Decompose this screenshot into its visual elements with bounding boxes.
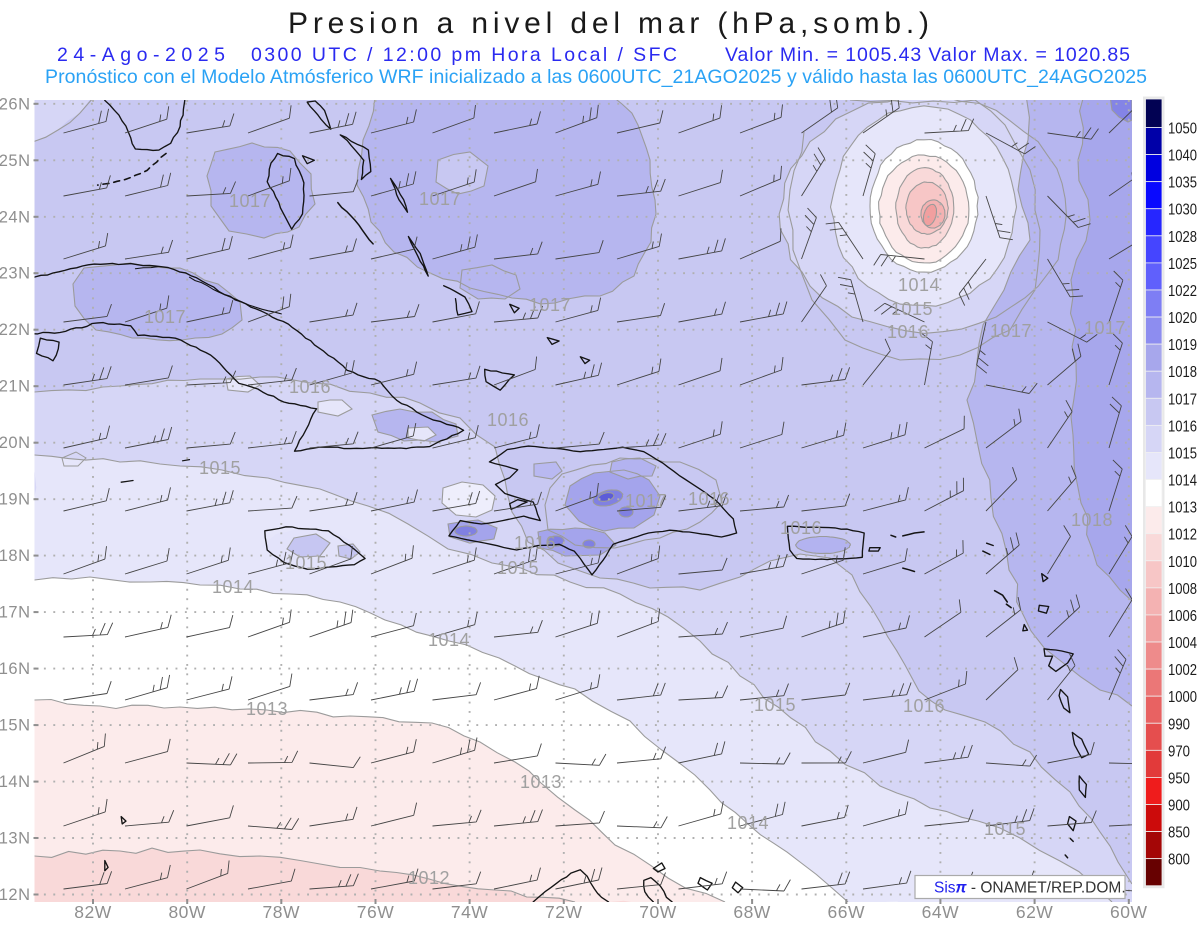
svg-text:68W: 68W: [733, 902, 770, 922]
svg-text:1017: 1017: [990, 321, 1032, 341]
svg-text:1017: 1017: [1168, 391, 1197, 408]
svg-text:1016: 1016: [903, 696, 945, 716]
svg-text:1016: 1016: [780, 518, 822, 538]
svg-text:1000: 1000: [1168, 689, 1197, 706]
svg-text:1012: 1012: [408, 868, 450, 888]
svg-text:1016: 1016: [887, 322, 929, 342]
svg-text:1017: 1017: [529, 295, 571, 315]
svg-text:1022: 1022: [1168, 283, 1197, 300]
svg-text:70W: 70W: [639, 902, 676, 922]
svg-text:26N: 26N: [0, 95, 31, 113]
svg-text:78W: 78W: [263, 902, 300, 922]
svg-text:Valor Min. = 1005.43 Valor Ma: Valor Min. = 1005.43 Valor Max. = 1020.8…: [725, 44, 1130, 66]
svg-text:1006: 1006: [1168, 608, 1197, 625]
svg-text:18N: 18N: [0, 547, 31, 565]
svg-text:22N: 22N: [0, 321, 31, 339]
svg-text:76W: 76W: [357, 902, 394, 922]
svg-text:1013: 1013: [520, 772, 562, 792]
svg-text:850: 850: [1168, 825, 1190, 842]
svg-text:21N: 21N: [0, 378, 31, 396]
svg-text:72W: 72W: [545, 902, 582, 922]
svg-text:1015: 1015: [285, 553, 327, 573]
svg-text:1014: 1014: [428, 630, 470, 650]
svg-text:990: 990: [1168, 716, 1190, 733]
svg-text:16N: 16N: [0, 660, 31, 678]
svg-text:24N: 24N: [0, 208, 31, 226]
svg-text:1019: 1019: [1168, 337, 1197, 354]
svg-text:950: 950: [1168, 770, 1190, 787]
svg-text:970: 970: [1168, 743, 1190, 760]
svg-text:1017: 1017: [419, 189, 461, 209]
svg-text:1016: 1016: [1168, 418, 1197, 435]
svg-text:1014: 1014: [898, 275, 940, 295]
svg-text:12N: 12N: [0, 886, 31, 904]
svg-text:1013: 1013: [1168, 500, 1197, 517]
svg-text:Presion a nivel del mar (hPa,s: Presion a nivel del mar (hPa,somb.): [288, 7, 929, 40]
svg-text:1018: 1018: [1168, 364, 1197, 381]
svg-text:60W: 60W: [1110, 902, 1147, 922]
svg-text:1030: 1030: [1168, 202, 1197, 219]
svg-text:1025: 1025: [1168, 256, 1197, 273]
svg-text:1004: 1004: [1168, 635, 1197, 652]
svg-text:80W: 80W: [168, 902, 205, 922]
svg-text:15N: 15N: [0, 717, 31, 735]
svg-text:800: 800: [1168, 852, 1190, 869]
svg-text:1010: 1010: [1168, 554, 1197, 571]
svg-text:Pronóstico con el Modelo Atmós: Pronóstico con el Modelo Atmósferico WRF…: [45, 66, 1147, 88]
svg-text:1050: 1050: [1168, 121, 1197, 138]
svg-text:1013: 1013: [246, 699, 288, 719]
svg-text:14N: 14N: [0, 773, 31, 791]
svg-text:1015: 1015: [1168, 446, 1197, 463]
svg-text:24-Ago-2025: 24-Ago-2025: [57, 44, 225, 66]
svg-text:1015: 1015: [754, 695, 796, 715]
svg-text:1016: 1016: [688, 489, 730, 509]
svg-text:74W: 74W: [451, 902, 488, 922]
svg-text:1035: 1035: [1168, 175, 1197, 192]
svg-text:1008: 1008: [1168, 581, 1197, 598]
svg-text:13N: 13N: [0, 830, 31, 848]
svg-text:17N: 17N: [0, 604, 31, 622]
svg-text:1017: 1017: [144, 307, 186, 327]
svg-text:1017: 1017: [1084, 318, 1126, 338]
svg-text:1015: 1015: [891, 299, 933, 319]
svg-text:1012: 1012: [1168, 527, 1197, 544]
svg-text:82W: 82W: [74, 902, 111, 922]
svg-text:1016: 1016: [487, 410, 529, 430]
svg-text:62W: 62W: [1016, 902, 1053, 922]
svg-text:1017: 1017: [229, 191, 271, 211]
svg-text:1017: 1017: [625, 491, 667, 511]
svg-text:64W: 64W: [922, 902, 959, 922]
svg-text:1002: 1002: [1168, 662, 1197, 679]
svg-text:1020: 1020: [1168, 310, 1197, 327]
svg-text:1015: 1015: [984, 819, 1026, 839]
svg-text:1014: 1014: [1168, 473, 1197, 490]
svg-text:1016: 1016: [514, 533, 556, 553]
svg-text:66W: 66W: [828, 902, 865, 922]
svg-text:1016: 1016: [289, 377, 331, 397]
svg-text:19N: 19N: [0, 491, 31, 509]
svg-text:1014: 1014: [212, 577, 254, 597]
svg-text:1040: 1040: [1168, 148, 1197, 165]
svg-text:23N: 23N: [0, 265, 31, 283]
svg-text:900: 900: [1168, 798, 1190, 815]
svg-text:Sisπ - ONAMET/REP.DOM.: Sisπ - ONAMET/REP.DOM.: [934, 880, 1126, 897]
svg-text:1018: 1018: [1071, 510, 1113, 530]
svg-text:0300 UTC / 12:00 pm Hora Local: 0300 UTC / 12:00 pm Hora Local / SFC: [251, 44, 677, 66]
svg-text:1015: 1015: [199, 458, 241, 478]
svg-text:25N: 25N: [0, 152, 31, 170]
svg-text:1028: 1028: [1168, 229, 1197, 246]
svg-text:20N: 20N: [0, 434, 31, 452]
svg-text:1015: 1015: [497, 558, 539, 578]
svg-text:1014: 1014: [727, 813, 769, 833]
